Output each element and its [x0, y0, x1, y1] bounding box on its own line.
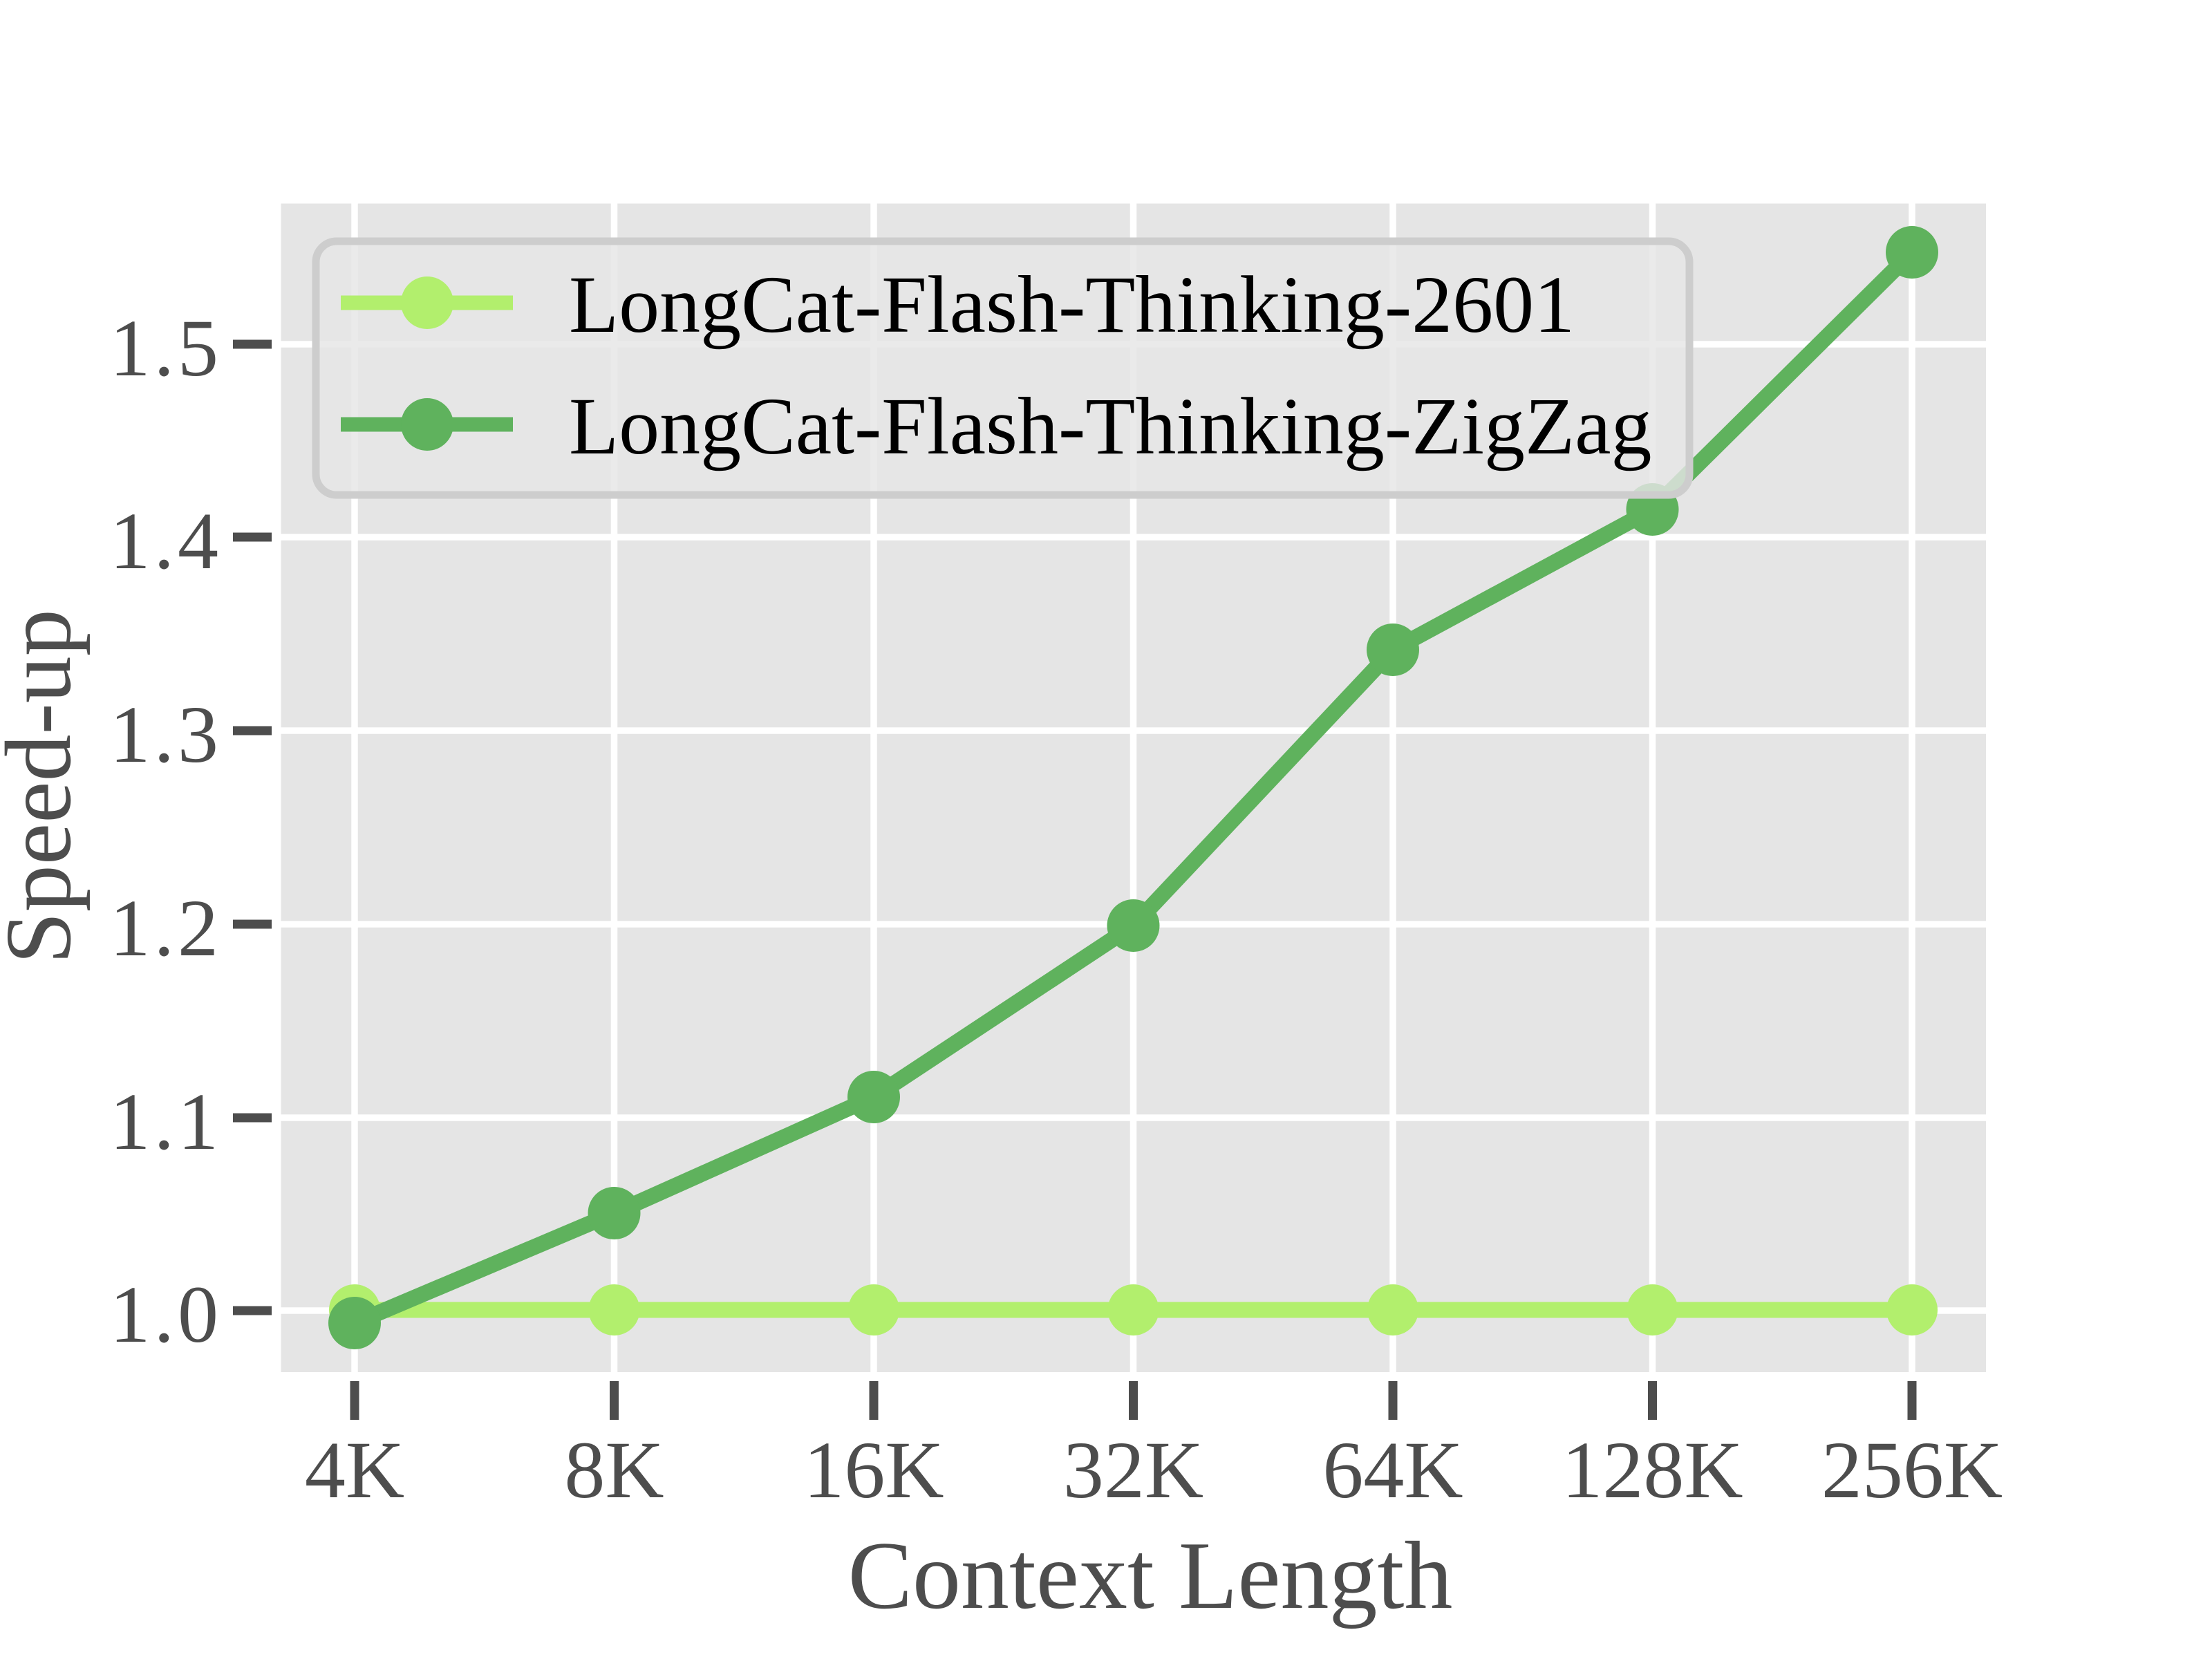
svg-text:1.5: 1.5 — [110, 303, 223, 393]
svg-text:256K: 256K — [1821, 1425, 2003, 1515]
svg-text:1.2: 1.2 — [110, 883, 223, 973]
svg-text:LongCat-Flash-Thinking-2601: LongCat-Flash-Thinking-2601 — [569, 259, 1575, 350]
svg-text:128K: 128K — [1562, 1425, 1743, 1515]
svg-text:4K: 4K — [305, 1425, 404, 1515]
svg-text:1.1: 1.1 — [110, 1076, 223, 1167]
svg-text:Context Length: Context Length — [848, 1522, 1453, 1629]
svg-text:64K: 64K — [1322, 1425, 1463, 1515]
svg-text:Speed-up: Speed-up — [0, 609, 91, 964]
svg-text:1.0: 1.0 — [110, 1269, 223, 1360]
svg-text:16K: 16K — [803, 1425, 944, 1515]
svg-text:1.4: 1.4 — [110, 496, 223, 586]
svg-text:LongCat-Flash-Thinking-ZigZag: LongCat-Flash-Thinking-ZigZag — [569, 381, 1652, 471]
svg-text:32K: 32K — [1063, 1425, 1203, 1515]
svg-text:1.3: 1.3 — [110, 689, 223, 780]
svg-text:8K: 8K — [564, 1425, 664, 1515]
